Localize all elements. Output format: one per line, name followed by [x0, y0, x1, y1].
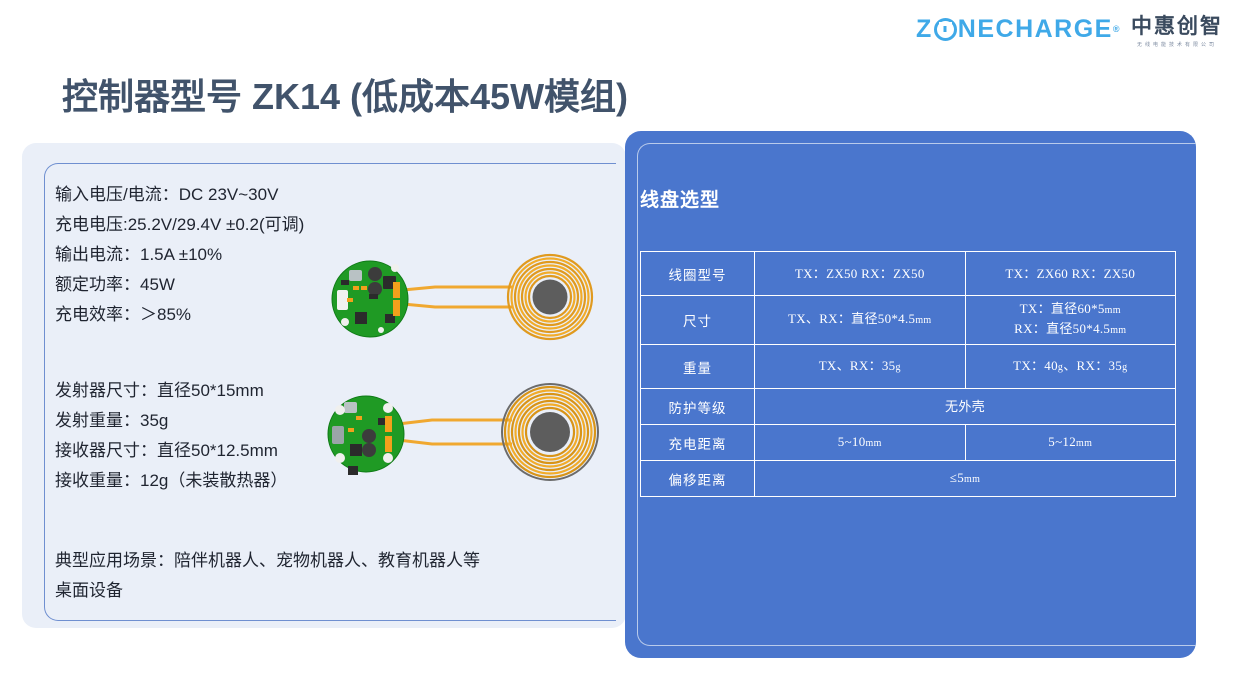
power-symbol-icon — [933, 17, 957, 41]
table-cell: TX：ZX50 RX：ZX50 — [754, 251, 966, 296]
table-cell: 5~12mm — [964, 424, 1176, 461]
table-row-label: 尺寸 — [640, 295, 755, 345]
left-specs-border — [44, 163, 616, 621]
receiver-illustration — [327, 383, 599, 481]
spec-electrical-line-0: 输入电压/电流：DC 23V~30V — [55, 185, 279, 204]
table-row: 充电距离 5~10mm 5~12mm — [640, 424, 1176, 461]
table-row: 尺寸 TX、RX：直径50*4.5mm TX：直径60*5mm RX：直径50*4.5… — [640, 295, 1176, 345]
table-row: 线圈型号 TX：ZX50 RX：ZX50 TX：ZX60 RX：ZX50 — [640, 251, 1176, 296]
wordmark-suffix: NECHARGE — [957, 14, 1113, 43]
table-row: 重量 TX、RX：35g TX：40g、RX：35g — [640, 344, 1176, 389]
brand-logo: Z NECHARGE ® 中惠创智 无线电能技术有限公司 — [916, 10, 1223, 48]
table-row-label: 重量 — [640, 344, 755, 389]
spec-electrical-line-3: 额定功率：45W — [55, 275, 175, 294]
spec-group-electrical: 输入电压/电流：DC 23V~30V 充电电压:25.2V/29.4V ±0.2(… — [55, 180, 304, 330]
table-cell: TX：ZX60 RX：ZX50 — [964, 251, 1176, 296]
table-cell: TX：直径60*5mm RX：直径50*4.5mm — [964, 295, 1176, 345]
brand-chinese-name: 中惠创智 无线电能技术有限公司 — [1131, 10, 1223, 48]
table-row: 防护等级 无外壳 — [640, 388, 1176, 425]
table-cell: 无外壳 — [754, 388, 1176, 425]
registered-mark: ® — [1112, 24, 1121, 34]
spec-mechanical-line-1: 发射重量：35g — [55, 411, 169, 430]
table-cell: TX：40g、RX：35g — [964, 344, 1176, 389]
receiver-module-image — [322, 382, 600, 495]
spec-mechanical-line-0: 发射器尺寸：直径50*15mm — [55, 381, 264, 400]
wordmark-prefix: Z — [916, 14, 933, 43]
table-row: 偏移距离 ≤5mm — [640, 460, 1176, 497]
coil-selection-table: 线圈型号 TX：ZX50 RX：ZX50 TX：ZX60 RX：ZX50 尺寸 TX、R… — [640, 251, 1176, 497]
brand-chinese-sub: 无线电能技术有限公司 — [1136, 42, 1217, 48]
spec-application-line-1: 桌面设备 — [55, 581, 123, 600]
spec-electrical-line-4: 充电效率：＞85% — [55, 305, 192, 324]
table-row-label: 线圈型号 — [640, 251, 755, 296]
spec-mechanical-line-3: 接收重量：12g（未装散热器） — [55, 471, 288, 490]
coil-spiral — [501, 383, 599, 481]
coil-selection-border — [637, 143, 1196, 646]
left-specs-card — [22, 143, 626, 628]
transmitter-illustration — [331, 253, 594, 341]
spec-application-line-0: 典型应用场景：陪伴机器人、宠物机器人、教育机器人等 — [55, 551, 480, 570]
coil-spiral — [506, 253, 594, 341]
table-cell: TX、RX：35g — [754, 344, 966, 389]
spec-group-application: 典型应用场景：陪伴机器人、宠物机器人、教育机器人等 桌面设备 — [55, 546, 480, 606]
spec-mechanical-line-2: 接收器尺寸：直径50*12.5mm — [55, 441, 278, 460]
brand-chinese-main: 中惠创智 — [1131, 14, 1223, 38]
transmitter-module-image — [325, 252, 595, 357]
coil-selection-heading: 线盘选型 — [640, 190, 721, 211]
spec-electrical-line-1: 充电电压:25.2V/29.4V ±0.2(可调) — [55, 215, 305, 234]
table-row-label: 偏移距离 — [640, 460, 755, 497]
table-row-label: 防护等级 — [640, 388, 755, 425]
spec-electrical-line-2: 输出电流：1.5A ±10% — [55, 245, 223, 264]
page-title: 控制器型号 ZK14 (低成本45W模组) — [62, 76, 629, 117]
table-cell: 5~10mm — [754, 424, 966, 461]
table-cell: ≤5mm — [754, 460, 1176, 497]
spec-group-mechanical: 发射器尺寸：直径50*15mm 发射重量：35g 接收器尺寸：直径50*12.5mm… — [55, 376, 287, 496]
coil-selection-table-body: 线圈型号 TX：ZX50 RX：ZX50 TX：ZX60 RX：ZX50 尺寸 TX、R… — [640, 251, 1176, 497]
table-row-label: 充电距离 — [640, 424, 755, 461]
table-cell: TX、RX：直径50*4.5mm — [754, 295, 966, 345]
zonecharge-wordmark: Z NECHARGE ® — [916, 15, 1121, 44]
